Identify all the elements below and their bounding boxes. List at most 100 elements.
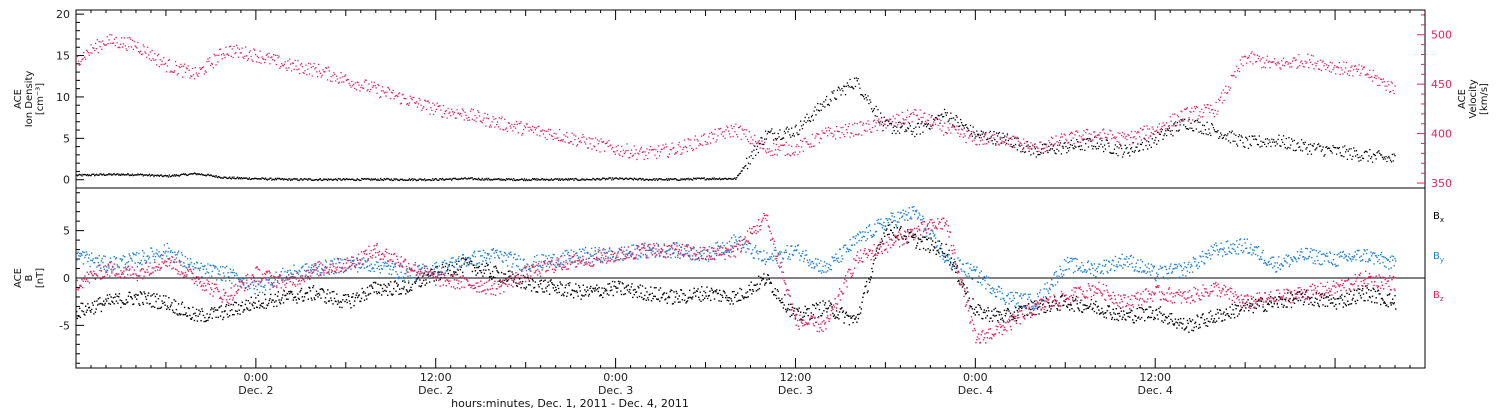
data-point xyxy=(677,301,680,303)
data-point xyxy=(1060,296,1062,298)
data-point xyxy=(110,296,112,298)
data-point xyxy=(1109,129,1111,131)
data-point xyxy=(474,177,476,180)
data-point xyxy=(308,73,311,75)
data-point xyxy=(927,123,929,125)
data-point xyxy=(986,315,988,317)
data-point xyxy=(213,306,216,309)
data-point xyxy=(1147,316,1150,318)
data-point xyxy=(1390,161,1393,163)
data-point xyxy=(537,126,539,128)
data-point xyxy=(98,254,100,257)
data-point xyxy=(459,268,462,271)
data-point xyxy=(175,174,178,176)
data-point xyxy=(202,66,205,68)
data-point xyxy=(633,145,635,147)
data-point xyxy=(1276,302,1278,305)
data-point xyxy=(826,95,828,98)
data-point xyxy=(479,120,482,122)
data-point xyxy=(235,178,237,180)
data-point xyxy=(1356,299,1359,302)
data-point xyxy=(452,113,455,115)
data-point xyxy=(256,55,259,57)
data-point xyxy=(818,308,821,311)
data-point xyxy=(1316,298,1318,300)
data-point xyxy=(1103,144,1106,146)
data-point xyxy=(328,70,330,72)
data-point xyxy=(1218,98,1220,100)
data-point xyxy=(1251,51,1253,53)
data-point xyxy=(230,55,232,57)
data-point xyxy=(461,257,463,260)
data-point xyxy=(458,112,460,114)
data-point xyxy=(1237,67,1240,70)
data-point xyxy=(1133,151,1135,153)
data-point xyxy=(402,280,404,282)
data-point xyxy=(1282,306,1284,308)
data-point xyxy=(225,176,227,179)
data-point xyxy=(417,103,419,105)
data-point xyxy=(1076,139,1078,141)
data-point xyxy=(505,128,507,130)
data-point xyxy=(281,62,283,65)
data-point xyxy=(1037,306,1039,309)
data-point xyxy=(136,174,138,176)
data-point xyxy=(559,179,562,181)
data-point xyxy=(180,174,182,176)
data-point xyxy=(641,285,644,287)
data-point xyxy=(243,309,245,311)
data-point xyxy=(326,179,329,181)
data-point xyxy=(1139,127,1142,129)
data-point xyxy=(495,118,497,120)
data-point xyxy=(260,178,262,180)
data-point xyxy=(735,123,737,125)
data-point xyxy=(93,173,95,175)
data-point xyxy=(1204,129,1206,131)
data-point xyxy=(92,47,94,49)
data-point xyxy=(446,178,448,180)
data-point xyxy=(902,118,904,120)
data-point xyxy=(217,177,219,179)
data-point xyxy=(408,102,411,104)
data-point xyxy=(109,174,111,176)
data-point xyxy=(121,301,124,304)
data-point xyxy=(443,113,446,115)
data-point xyxy=(1119,132,1121,135)
data-point xyxy=(285,178,287,180)
data-point xyxy=(195,72,197,74)
data-point xyxy=(622,178,625,181)
data-point xyxy=(914,108,916,111)
data-point xyxy=(1166,122,1168,124)
data-point xyxy=(115,293,117,295)
data-point xyxy=(1176,114,1179,116)
data-point xyxy=(1382,158,1384,160)
data-point xyxy=(823,132,825,134)
data-point xyxy=(1061,145,1063,148)
data-point xyxy=(1228,89,1231,91)
data-point xyxy=(372,281,375,284)
data-point xyxy=(608,140,610,142)
data-point xyxy=(1176,322,1179,324)
data-point xyxy=(141,53,143,55)
data-point xyxy=(1095,136,1098,139)
data-point xyxy=(807,143,809,145)
data-point xyxy=(190,173,192,175)
data-point xyxy=(1087,140,1090,142)
data-point xyxy=(1093,310,1096,313)
data-point xyxy=(335,179,338,181)
data-point xyxy=(197,315,199,317)
data-point xyxy=(1356,289,1358,292)
data-point xyxy=(315,66,317,69)
data-point xyxy=(1157,140,1160,142)
data-point xyxy=(699,143,701,145)
data-point xyxy=(558,139,560,142)
data-point xyxy=(665,179,667,181)
data-point xyxy=(1364,150,1366,152)
data-point xyxy=(318,294,321,296)
data-point xyxy=(1066,152,1068,154)
data-point xyxy=(292,178,294,180)
data-point xyxy=(1164,316,1167,318)
data-point xyxy=(595,149,598,152)
data-point xyxy=(414,281,416,283)
data-point xyxy=(937,114,939,117)
